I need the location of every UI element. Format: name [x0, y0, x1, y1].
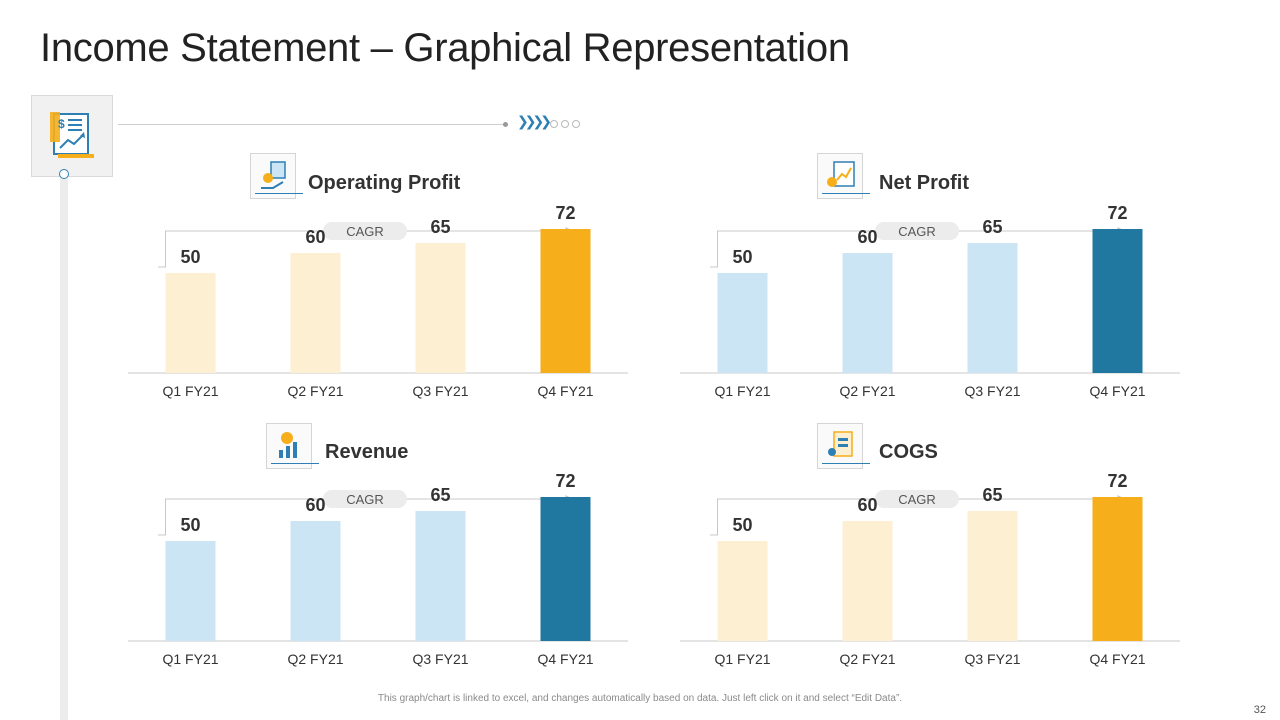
x-tick-label: Q2 FY21: [839, 651, 895, 667]
x-tick-label: Q4 FY21: [537, 651, 593, 667]
money-hand-icon: [250, 153, 303, 199]
progress-dot: [561, 120, 569, 128]
data-label: 60: [857, 227, 877, 247]
x-tick-label: Q4 FY21: [1089, 383, 1145, 399]
svg-text:$: $: [58, 117, 65, 131]
income-statement-icon: $: [31, 95, 113, 177]
left-rail: [60, 178, 68, 720]
cagr-pill: [323, 222, 407, 240]
cagr-label: CAGR: [898, 224, 936, 239]
x-tick-label: Q1 FY21: [714, 651, 770, 667]
footnote: This graph/chart is linked to excel, and…: [377, 693, 903, 704]
bar: [540, 229, 591, 373]
bar: [165, 541, 216, 641]
x-tick-label: Q3 FY21: [412, 651, 468, 667]
panel-title-operating-profit: Operating Profit: [308, 172, 461, 194]
progress-dot: [550, 120, 558, 128]
page-title: Income Statement – Graphical Representat…: [40, 26, 850, 70]
bar: [290, 521, 341, 641]
page-number: 32: [1253, 704, 1266, 716]
data-label: 72: [1107, 203, 1127, 223]
profit-report-icon: [817, 153, 870, 199]
x-tick-label: Q3 FY21: [964, 383, 1020, 399]
data-label: 50: [732, 515, 752, 535]
bar: [1092, 229, 1143, 373]
x-tick-label: Q4 FY21: [1089, 651, 1145, 667]
x-tick-label: Q3 FY21: [412, 383, 468, 399]
header-line: [118, 124, 504, 125]
bar: [165, 273, 216, 373]
bar: [717, 541, 768, 641]
x-tick-label: Q2 FY21: [839, 383, 895, 399]
x-tick-label: Q2 FY21: [287, 383, 343, 399]
x-tick-label: Q1 FY21: [162, 651, 218, 667]
data-label: 65: [430, 485, 450, 505]
panel-title-cogs: COGS: [879, 441, 938, 463]
panel-title-revenue: Revenue: [325, 441, 409, 463]
cagr-label: CAGR: [346, 224, 384, 239]
cagr-pill: [875, 222, 959, 240]
panel-title-net-profit: Net Profit: [879, 172, 969, 194]
data-label: 60: [857, 495, 877, 515]
bar: [415, 511, 466, 641]
bar: [415, 243, 466, 373]
cagr-pill: [323, 490, 407, 508]
x-tick-label: Q4 FY21: [537, 383, 593, 399]
cagr-label: CAGR: [898, 492, 936, 507]
bar: [717, 273, 768, 373]
cagr-pill: [875, 490, 959, 508]
cagr-label: CAGR: [346, 492, 384, 507]
rail-dot: [59, 169, 69, 179]
bar: [967, 243, 1018, 373]
data-label: 50: [732, 247, 752, 267]
data-label: 60: [305, 495, 325, 515]
bar: [1092, 497, 1143, 641]
cost-document-icon: [817, 423, 870, 469]
x-tick-label: Q2 FY21: [287, 651, 343, 667]
data-label: 65: [430, 217, 450, 237]
header-line-dot: [503, 122, 508, 127]
data-label: 65: [982, 217, 1002, 237]
x-tick-label: Q1 FY21: [714, 383, 770, 399]
data-label: 60: [305, 227, 325, 247]
data-label: 50: [180, 515, 200, 535]
data-label: 50: [180, 247, 200, 267]
data-label: 72: [555, 203, 575, 223]
x-tick-label: Q1 FY21: [162, 383, 218, 399]
chevron-right-icon: ❯❯❯❯: [517, 114, 552, 130]
data-label: 72: [1107, 471, 1127, 491]
bar: [967, 511, 1018, 641]
x-tick-label: Q3 FY21: [964, 651, 1020, 667]
bar: [290, 253, 341, 373]
data-label: 72: [555, 471, 575, 491]
progress-dot: [572, 120, 580, 128]
data-label: 65: [982, 485, 1002, 505]
bar: [842, 253, 893, 373]
revenue-growth-icon: [266, 423, 319, 469]
bar: [842, 521, 893, 641]
bar: [540, 497, 591, 641]
